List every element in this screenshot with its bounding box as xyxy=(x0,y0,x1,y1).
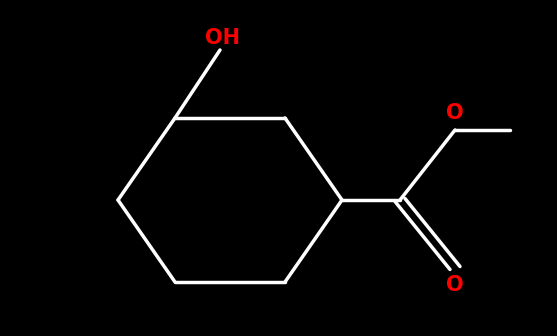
Text: O: O xyxy=(446,275,464,295)
Text: OH: OH xyxy=(206,28,240,48)
Text: O: O xyxy=(446,103,464,123)
